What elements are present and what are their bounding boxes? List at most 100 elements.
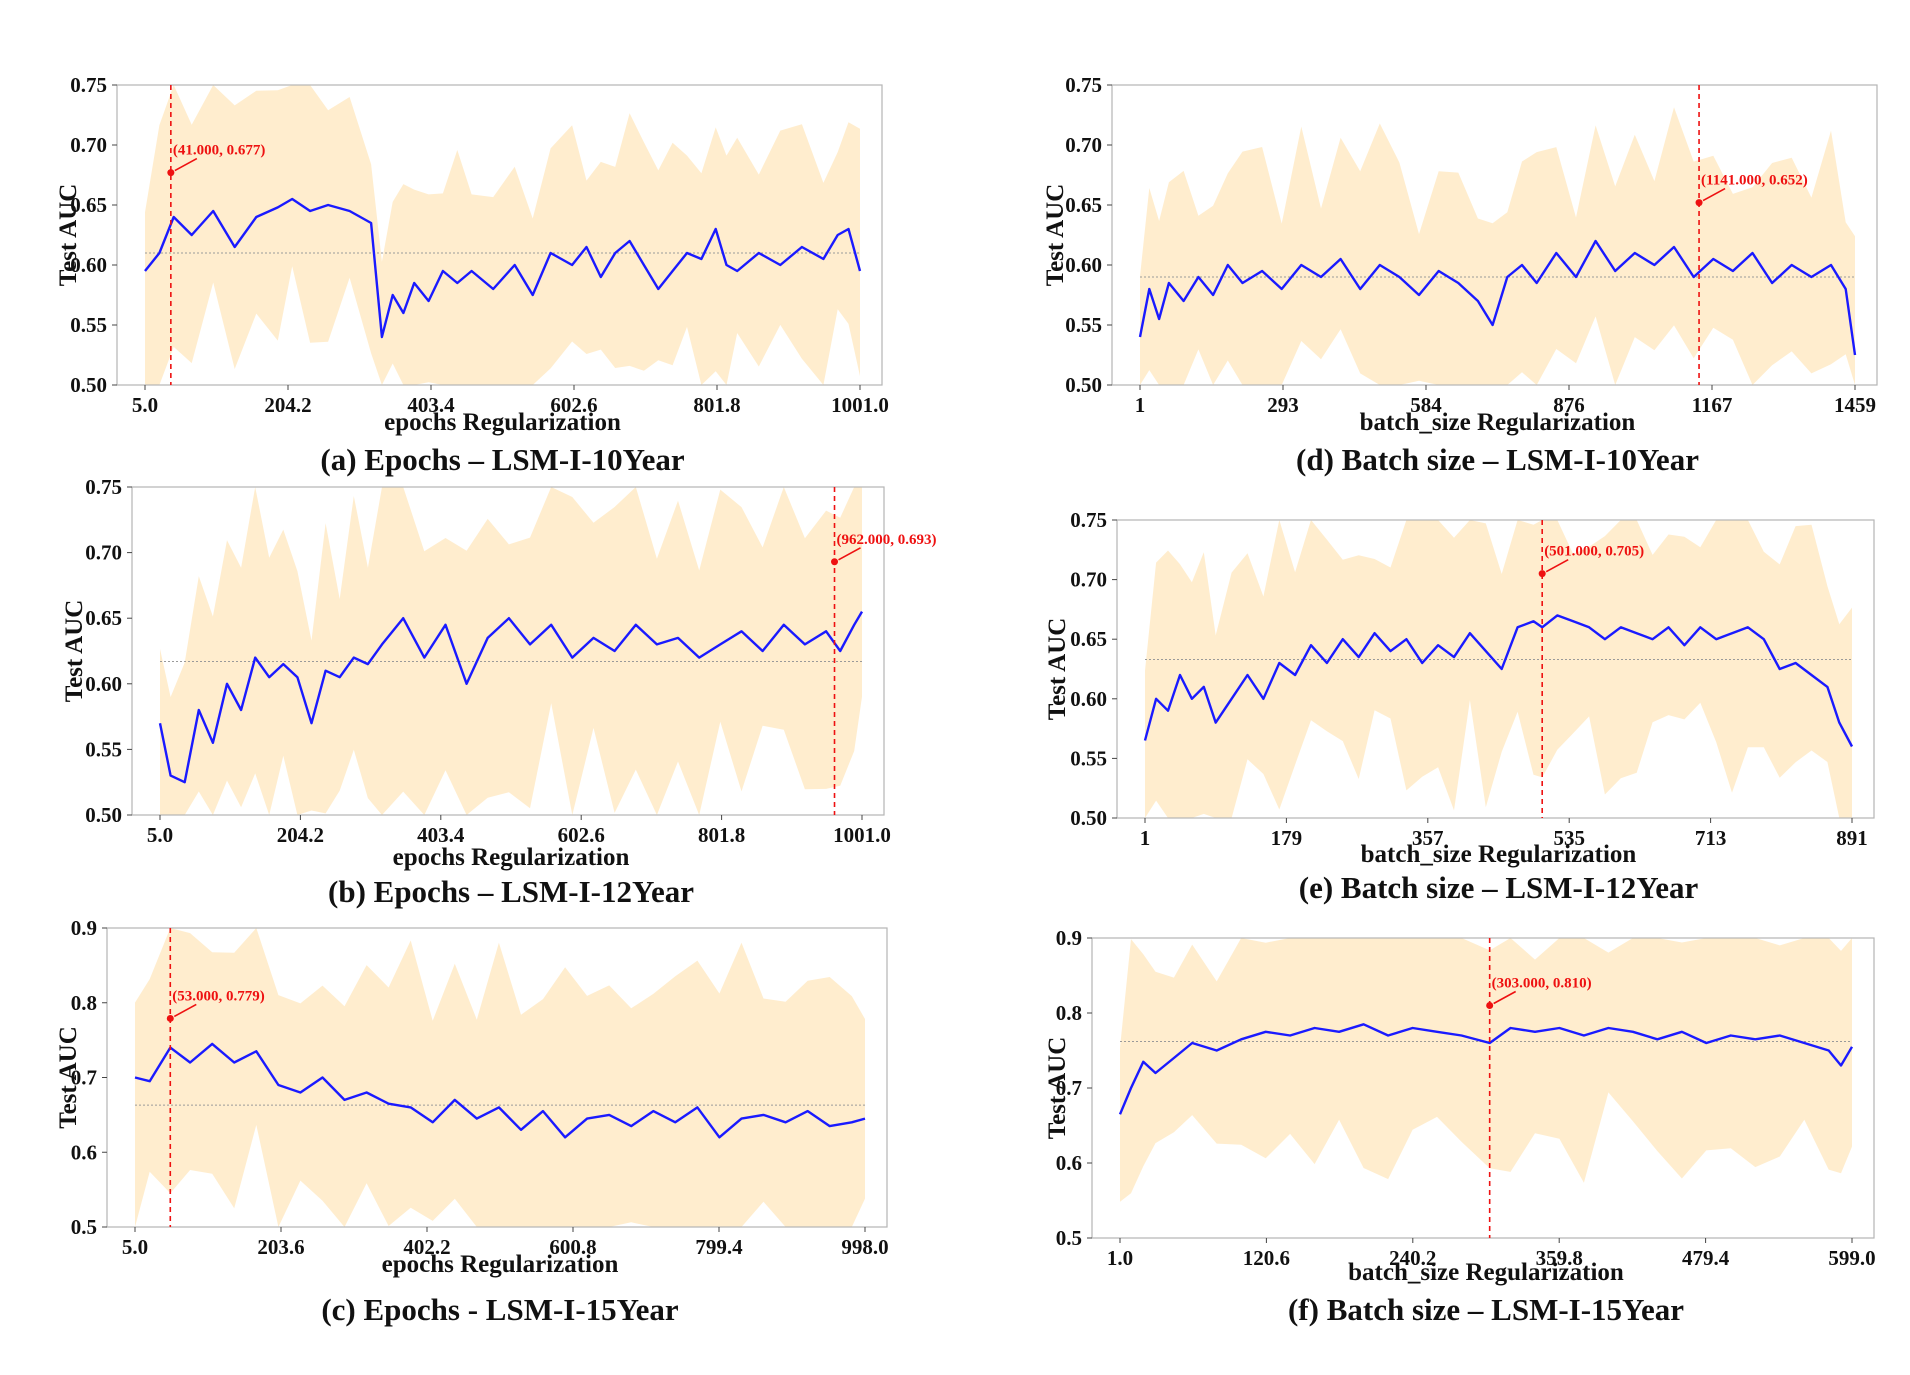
- x-tick-label: 584: [1410, 393, 1442, 417]
- x-tick-label: 402.2: [403, 1235, 450, 1259]
- peak-annotation: (303.000, 0.810): [1492, 976, 1592, 992]
- subplot-caption: (e) Batch size – LSM-I-12Year: [1299, 870, 1699, 905]
- x-tick-label: 602.6: [550, 393, 597, 417]
- y-tick-label: 0.5: [71, 1215, 97, 1239]
- y-axis-label: Test AUC: [55, 184, 82, 287]
- series-line: [144, 197, 862, 339]
- peak-point: [167, 169, 175, 177]
- peak-arrow: [1702, 187, 1726, 202]
- y-axis-label: Test AUC: [1042, 184, 1069, 287]
- y-tick-label: 0.55: [1070, 746, 1107, 770]
- y-tick-label: 0.5: [1056, 1226, 1082, 1250]
- peak-arrow: [1493, 990, 1517, 1005]
- y-tick-label: 0.8: [1056, 1001, 1082, 1025]
- peak-point: [1538, 570, 1546, 578]
- y-tick-label: 0.8: [71, 991, 97, 1015]
- y-axis-label: Test AUC: [55, 1026, 82, 1129]
- y-tick-label: 0.6: [1056, 1151, 1082, 1175]
- y-tick-label: 0.55: [70, 313, 107, 337]
- spread-band: [1145, 520, 1852, 818]
- peak-arrow: [173, 1003, 197, 1018]
- plot-a-epochs-10year: 0.50 0.55 0.60 0.65 0.70 0.75 5.0 204.2 403.4 602…: [55, 73, 889, 477]
- subplot-caption: (d) Batch size – LSM-I-10Year: [1296, 442, 1699, 477]
- x-tick-label: 1167: [1692, 393, 1733, 417]
- x-tick-label: 998.0: [841, 1235, 888, 1259]
- plot-frame: [1111, 84, 1878, 386]
- subplot-caption: (c) Epochs - LSM-I-15Year: [321, 1292, 679, 1327]
- x-tick-label: 1: [1140, 826, 1151, 850]
- y-tick-label: 0.75: [1070, 508, 1107, 532]
- x-tick-label: 1459: [1834, 393, 1876, 417]
- y-tick-label: 0.65: [70, 193, 107, 217]
- x-tick-label: 602.6: [558, 823, 605, 847]
- plot-frame: [116, 84, 883, 386]
- y-tick-label: 0.60: [1065, 253, 1102, 277]
- y-tick-label: 0.75: [70, 73, 107, 97]
- x-tick-label: 5.0: [122, 1235, 148, 1259]
- y-tick-label: 0.65: [85, 606, 122, 630]
- peak-arrow: [174, 157, 198, 172]
- y-tick-label: 0.75: [85, 475, 122, 499]
- y-tick-label: 0.70: [70, 133, 107, 157]
- x-tick-label: 403.4: [407, 393, 455, 417]
- x-tick-label: 1001.0: [831, 393, 889, 417]
- x-axis-label: epochs Regularization: [393, 844, 630, 871]
- y-tick-label: 0.65: [1070, 627, 1107, 651]
- peak-point: [1486, 1002, 1494, 1009]
- peak-annotation: (53.000, 0.779): [172, 988, 264, 1004]
- y-tick-label: 0.70: [85, 541, 122, 565]
- plot-frame: [1116, 519, 1875, 819]
- y-tick-label: 0.50: [1065, 373, 1102, 397]
- y-axis-label: Test AUC: [61, 600, 88, 703]
- x-tick-label: 801.8: [698, 823, 745, 847]
- x-tick-label: 120.6: [1243, 1246, 1290, 1270]
- x-tick-label: 5.0: [147, 823, 173, 847]
- y-tick-label: 0.70: [1070, 568, 1107, 592]
- plot-f-batch-size-15year: 0.5 0.6 0.7 0.8 0.9 1.0 120.6 240.2 359.8 479.4 59…: [1044, 926, 1876, 1327]
- plot-frame: [131, 486, 885, 816]
- y-tick-label: 0.60: [1070, 687, 1107, 711]
- series-line: [1143, 614, 1854, 748]
- subplot-caption: (f) Batch size – LSM-I-15Year: [1288, 1292, 1684, 1327]
- peak-arrow: [1545, 558, 1569, 573]
- x-tick-label: 357: [1412, 826, 1444, 850]
- y-tick-label: 0.7: [1056, 1076, 1082, 1100]
- x-tick-label: 359.8: [1536, 1246, 1583, 1270]
- x-axis-label: epochs Regularization: [382, 1251, 619, 1278]
- x-tick-label: 801.8: [693, 393, 740, 417]
- peak-annotation: (1141.000, 0.652): [1701, 173, 1808, 189]
- y-tick-label: 0.60: [70, 253, 107, 277]
- y-tick-label: 0.6: [71, 1140, 97, 1164]
- x-axis-label: batch_size Regularization: [1361, 841, 1637, 868]
- x-tick-label: 799.4: [695, 1235, 743, 1259]
- x-tick-label: 204.2: [264, 393, 311, 417]
- peak-point: [1695, 199, 1703, 207]
- y-tick-label: 0.9: [1056, 926, 1082, 950]
- y-axis-label: Test AUC: [1044, 1037, 1071, 1140]
- x-tick-label: 891: [1836, 826, 1868, 850]
- y-tick-label: 0.70: [1065, 133, 1102, 157]
- x-axis-label: batch_size Regularization: [1360, 409, 1636, 436]
- y-tick-label: 0.55: [85, 737, 122, 761]
- series-line: [1138, 239, 1857, 356]
- x-tick-label: 5.0: [132, 393, 158, 417]
- x-axis-label: batch_size Regularization: [1348, 1259, 1624, 1286]
- x-tick-label: 1001.0: [833, 823, 891, 847]
- peak-point: [831, 558, 839, 566]
- y-tick-label: 0.50: [85, 803, 122, 827]
- series-line: [134, 1042, 866, 1139]
- x-tick-label: 403.4: [417, 823, 465, 847]
- plot-b-epochs-12year: 0.50 0.55 0.60 0.65 0.70 0.75 5.0 204.2 403.4 602…: [61, 475, 937, 909]
- peak-annotation: (41.000, 0.677): [173, 143, 266, 159]
- x-tick-label: 1.0: [1107, 1246, 1133, 1270]
- spread-band: [1120, 938, 1852, 1202]
- series-line: [1118, 1023, 1854, 1115]
- x-tick-label: 179: [1271, 826, 1303, 850]
- plot-e-batch-size-12year: 0.50 0.55 0.60 0.65 0.70 0.75 1 179 357 535 713 891…: [1044, 508, 1875, 905]
- x-tick-label: 479.4: [1682, 1246, 1730, 1270]
- spread-band: [1140, 107, 1855, 386]
- spread-band: [160, 487, 862, 815]
- x-tick-label: 203.6: [257, 1235, 304, 1259]
- y-tick-label: 0.9: [71, 916, 97, 940]
